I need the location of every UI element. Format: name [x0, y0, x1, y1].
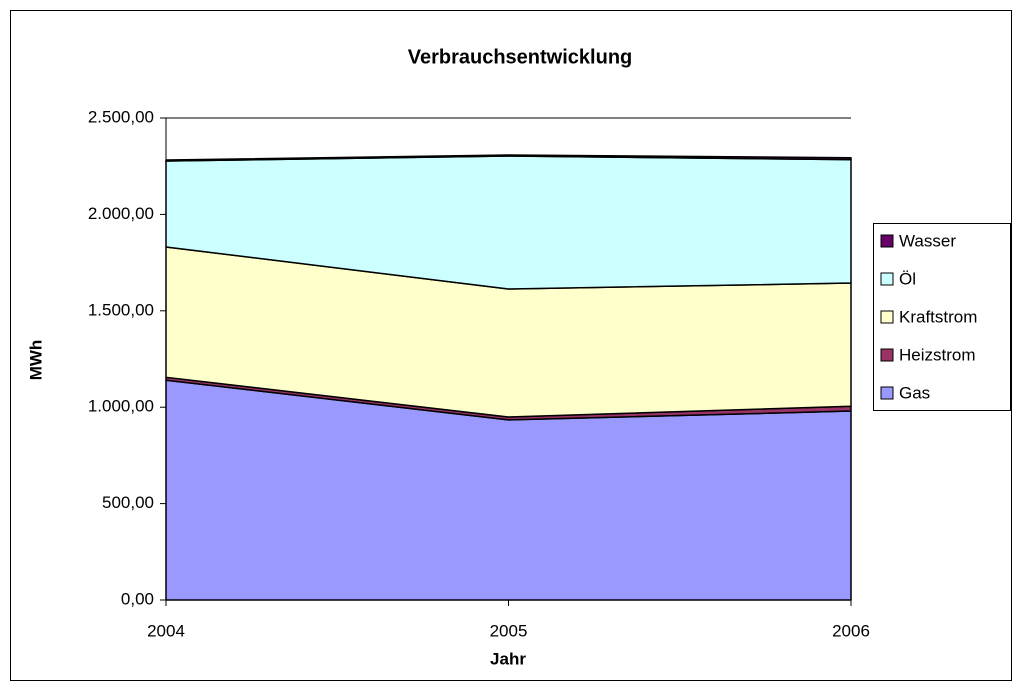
legend-label: Kraftstrom [899, 307, 977, 326]
x-axis-label: Jahr [490, 649, 526, 668]
legend-label: Heizstrom [899, 345, 976, 364]
y-tick-label: 1.000,00 [88, 397, 154, 416]
y-tick-label: 2.000,00 [88, 204, 154, 223]
y-tick-label: 500,00 [102, 493, 154, 512]
chart-title: Verbrauchsentwicklung [408, 46, 633, 68]
y-tick-label: 2.500,00 [88, 107, 154, 126]
legend-label: Öl [899, 269, 916, 288]
legend-label: Wasser [899, 231, 956, 250]
legend-label: Gas [899, 383, 930, 402]
legend-swatch [880, 272, 894, 286]
y-tick-label: 1.500,00 [88, 300, 154, 319]
legend-swatch [880, 386, 894, 400]
y-axis-label: MWh [26, 340, 45, 381]
x-tick-label: 2005 [490, 621, 528, 640]
y-tick-label: 0,00 [121, 589, 154, 608]
legend [873, 223, 1011, 411]
legend-swatch [880, 234, 894, 248]
x-tick-label: 2004 [147, 621, 185, 640]
legend-swatch [880, 310, 894, 324]
x-tick-label: 2006 [832, 621, 870, 640]
legend-swatch [880, 348, 894, 362]
